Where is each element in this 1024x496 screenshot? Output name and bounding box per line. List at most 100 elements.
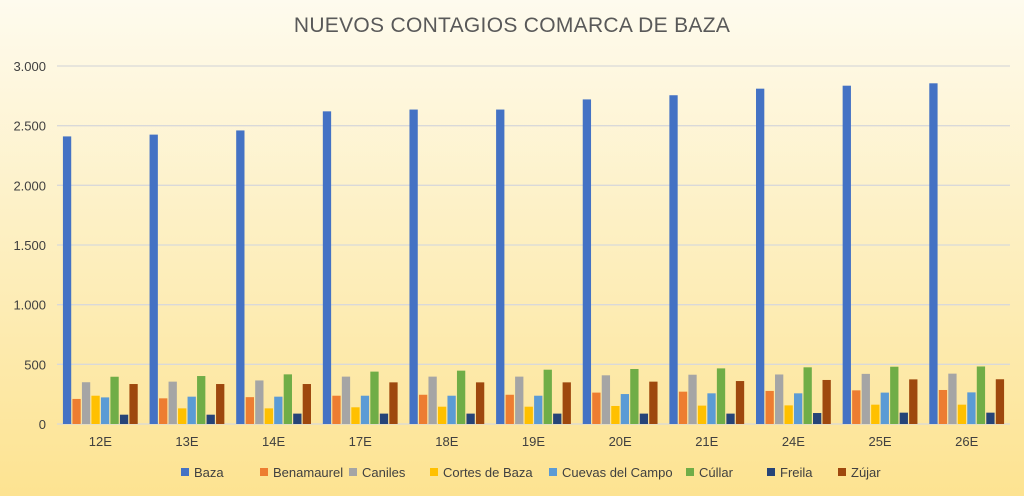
bar-benamaurel	[765, 390, 774, 424]
bar-cuevas-del-campo	[187, 396, 196, 424]
bar-zújar	[909, 379, 918, 424]
bar-benamaurel	[332, 395, 341, 424]
bar-cortes-de-baza	[611, 405, 620, 424]
bar-freila	[899, 412, 908, 424]
x-tick-label: 19E	[522, 434, 545, 449]
x-tick-label: 24E	[782, 434, 805, 449]
bar-cortes-de-baza	[437, 406, 447, 424]
bar-baza	[496, 109, 505, 424]
bar-baza	[582, 99, 592, 424]
legend-label: Cuevas del Campo	[562, 465, 673, 480]
bar-baza	[62, 136, 72, 424]
bar-cortes-de-baza	[697, 405, 707, 424]
bar-freila	[293, 413, 302, 424]
bar-baza	[409, 109, 418, 424]
bar-baza	[669, 95, 678, 424]
bar-cúllar	[803, 367, 812, 424]
legend-swatch	[549, 468, 557, 476]
bar-freila	[379, 413, 389, 424]
bar-freila	[639, 413, 649, 424]
bar-freila	[466, 413, 475, 424]
bar-cuevas-del-campo	[620, 394, 630, 424]
bar-baza	[756, 88, 765, 424]
bar-benamaurel	[245, 397, 254, 424]
bar-zújar	[649, 381, 658, 424]
bar-benamaurel	[159, 398, 168, 424]
bar-cúllar	[716, 368, 726, 424]
bar-cúllar	[890, 366, 899, 424]
x-tick-label: 12E	[89, 434, 112, 449]
bar-zújar	[822, 379, 831, 424]
bar-cuevas-del-campo	[794, 393, 803, 424]
y-tick-label: 1.500	[13, 238, 46, 253]
bar-freila	[813, 413, 822, 424]
bar-caniles	[168, 381, 177, 424]
bar-baza	[322, 111, 332, 424]
x-tick-label: 20E	[609, 434, 632, 449]
bar-zújar	[735, 381, 745, 424]
bar-baza	[236, 130, 245, 424]
y-tick-label: 2.500	[13, 119, 46, 134]
bar-cuevas-del-campo	[274, 396, 283, 424]
bar-cortes-de-baza	[178, 408, 187, 424]
bar-freila	[206, 414, 215, 424]
legend-label: Freila	[780, 465, 813, 480]
bar-cuevas-del-campo	[707, 393, 716, 424]
legend-swatch	[181, 468, 189, 476]
legend-swatch	[686, 468, 694, 476]
bar-cúllar	[630, 368, 639, 424]
legend-label: Caniles	[362, 465, 406, 480]
bar-benamaurel	[505, 394, 514, 424]
bar-cúllar	[370, 371, 379, 424]
bar-cuevas-del-campo	[967, 392, 976, 424]
bar-freila	[553, 413, 562, 424]
legend-swatch	[260, 468, 268, 476]
bar-caniles	[688, 374, 697, 424]
bar-zújar	[562, 382, 571, 424]
bar-baza	[929, 83, 938, 424]
bar-cuevas-del-campo	[447, 395, 456, 424]
bar-cúllar	[283, 374, 292, 424]
bar-baza	[842, 85, 851, 424]
bar-baza	[149, 134, 158, 424]
bar-caniles	[81, 382, 91, 424]
bar-cortes-de-baza	[91, 395, 100, 424]
bar-cortes-de-baza	[957, 404, 967, 424]
bar-freila	[986, 412, 995, 424]
legend-label: Cortes de Baza	[443, 465, 533, 480]
legend-swatch	[838, 468, 846, 476]
x-tick-label: 13E	[175, 434, 198, 449]
chart-title: NUEVOS CONTAGIOS COMARCA DE BAZA	[293, 14, 731, 37]
bar-caniles	[255, 380, 264, 424]
bar-benamaurel	[72, 398, 81, 424]
bar-cúllar	[543, 369, 552, 424]
bar-cortes-de-baza	[524, 406, 533, 424]
bar-benamaurel	[852, 390, 861, 424]
bar-caniles	[341, 376, 351, 424]
bar-caniles	[601, 375, 611, 424]
bar-benamaurel	[678, 391, 688, 424]
bar-cortes-de-baza	[784, 405, 793, 424]
bar-freila	[726, 413, 735, 424]
bar-caniles	[775, 374, 784, 424]
x-tick-label: 26E	[955, 434, 978, 449]
y-tick-label: 0	[39, 417, 46, 432]
bar-cúllar	[110, 376, 119, 424]
y-tick-label: 1.000	[13, 298, 46, 313]
x-tick-label: 18E	[435, 434, 458, 449]
bar-zújar	[129, 384, 138, 424]
legend-label: Benamaurel	[273, 465, 343, 480]
bar-caniles	[861, 373, 870, 424]
y-tick-label: 2.000	[13, 178, 46, 193]
legend-label: Baza	[194, 465, 224, 480]
legend-label: Zújar	[851, 465, 881, 480]
bar-caniles	[515, 376, 524, 424]
bar-zújar	[302, 384, 311, 424]
y-tick-label: 3.000	[13, 59, 46, 74]
x-tick-label: 17E	[349, 434, 372, 449]
legend-swatch	[349, 468, 357, 476]
bar-cuevas-del-campo	[534, 395, 543, 424]
x-tick-label: 14E	[262, 434, 285, 449]
bar-cortes-de-baza	[264, 408, 273, 424]
